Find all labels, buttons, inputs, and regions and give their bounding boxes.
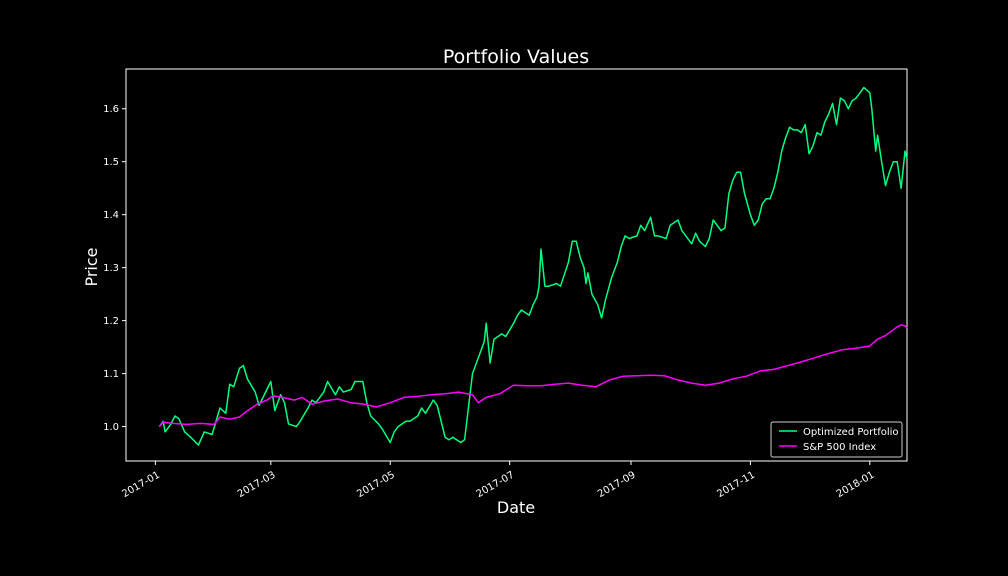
y-tick-label: 1.6 (103, 104, 119, 115)
plot-area-frame (125, 68, 908, 462)
y-axis-label: Price (82, 247, 101, 286)
series-line-sp500-index (158, 324, 908, 428)
legend-label-sp500-index: S&P 500 Index (803, 442, 876, 453)
y-tick-label: 1.1 (103, 369, 119, 380)
y-tick-label: 1.2 (103, 316, 119, 327)
legend-box (770, 421, 903, 458)
legend: Optimized Portfolio S&P 500 Index (770, 421, 903, 458)
series-line-optimized-portfolio (158, 86, 908, 446)
chart-title: Portfolio Values (443, 46, 589, 68)
y-axis: 1.0 1.1 1.2 1.3 1.4 1.5 1.6 (103, 104, 126, 433)
y-tick-label: 1.3 (103, 263, 119, 274)
series-lines (158, 86, 908, 446)
y-tick-label: 1.0 (103, 422, 119, 433)
legend-label-optimized-portfolio: Optimized Portfolio (803, 427, 899, 438)
y-tick-label: 1.4 (103, 210, 119, 221)
y-tick-label: 1.5 (103, 157, 119, 168)
x-axis-label: Date (497, 498, 535, 517)
